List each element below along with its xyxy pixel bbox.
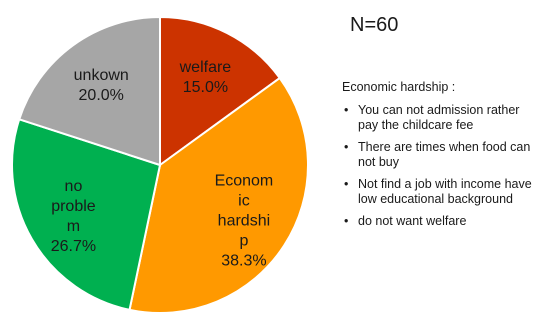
slice-value-label: 15.0% xyxy=(183,79,228,96)
slice-value-label: 38.3% xyxy=(221,252,266,269)
slice-category-label: m xyxy=(67,218,80,235)
slice-category-label: welfare xyxy=(179,59,232,76)
sample-size-label: N=60 xyxy=(350,14,399,36)
notes-item: Not find a job with income have low educ… xyxy=(342,177,532,207)
pie-chart: welfare 15.0% Econom ic hardshi p 38.3% no probl… xyxy=(11,15,309,314)
pie-slice xyxy=(11,118,162,312)
pie-slice xyxy=(128,76,309,314)
notes-item: There are times when food can not buy xyxy=(342,140,532,170)
slice-category-label: p xyxy=(239,232,248,249)
slice-labels: welfare 15.0% Econom ic hardshi p 38.3% no probl… xyxy=(51,59,274,269)
slice-category-label: no xyxy=(65,178,83,195)
slice-category-label: proble xyxy=(51,198,96,215)
slice-category-label: unkown xyxy=(74,67,129,84)
notes-list: You can not admission rather pay the chi… xyxy=(342,103,532,229)
slice-category-label: hardshi xyxy=(218,212,270,229)
notes-item: You can not admission rather pay the chi… xyxy=(342,103,532,133)
slice-category-label: Econom xyxy=(215,172,274,189)
slice-category-label: ic xyxy=(238,192,250,209)
slice-label: unkown 20.0% xyxy=(74,67,129,104)
notes-title: Economic hardship : xyxy=(342,80,456,94)
notes-item: do not want welfare xyxy=(342,214,532,229)
pie-slice xyxy=(159,15,282,167)
slice-label: Econom ic hardshi p 38.3% xyxy=(215,172,274,269)
slice-value-label: 26.7% xyxy=(51,238,96,255)
slice-label: no proble m 26.7% xyxy=(51,178,96,255)
notes-panel: Economic hardship : You can not admissio… xyxy=(342,80,532,236)
pie-slice xyxy=(17,15,161,167)
slice-label: welfare 15.0% xyxy=(179,59,232,96)
slice-value-label: 20.0% xyxy=(79,87,124,104)
